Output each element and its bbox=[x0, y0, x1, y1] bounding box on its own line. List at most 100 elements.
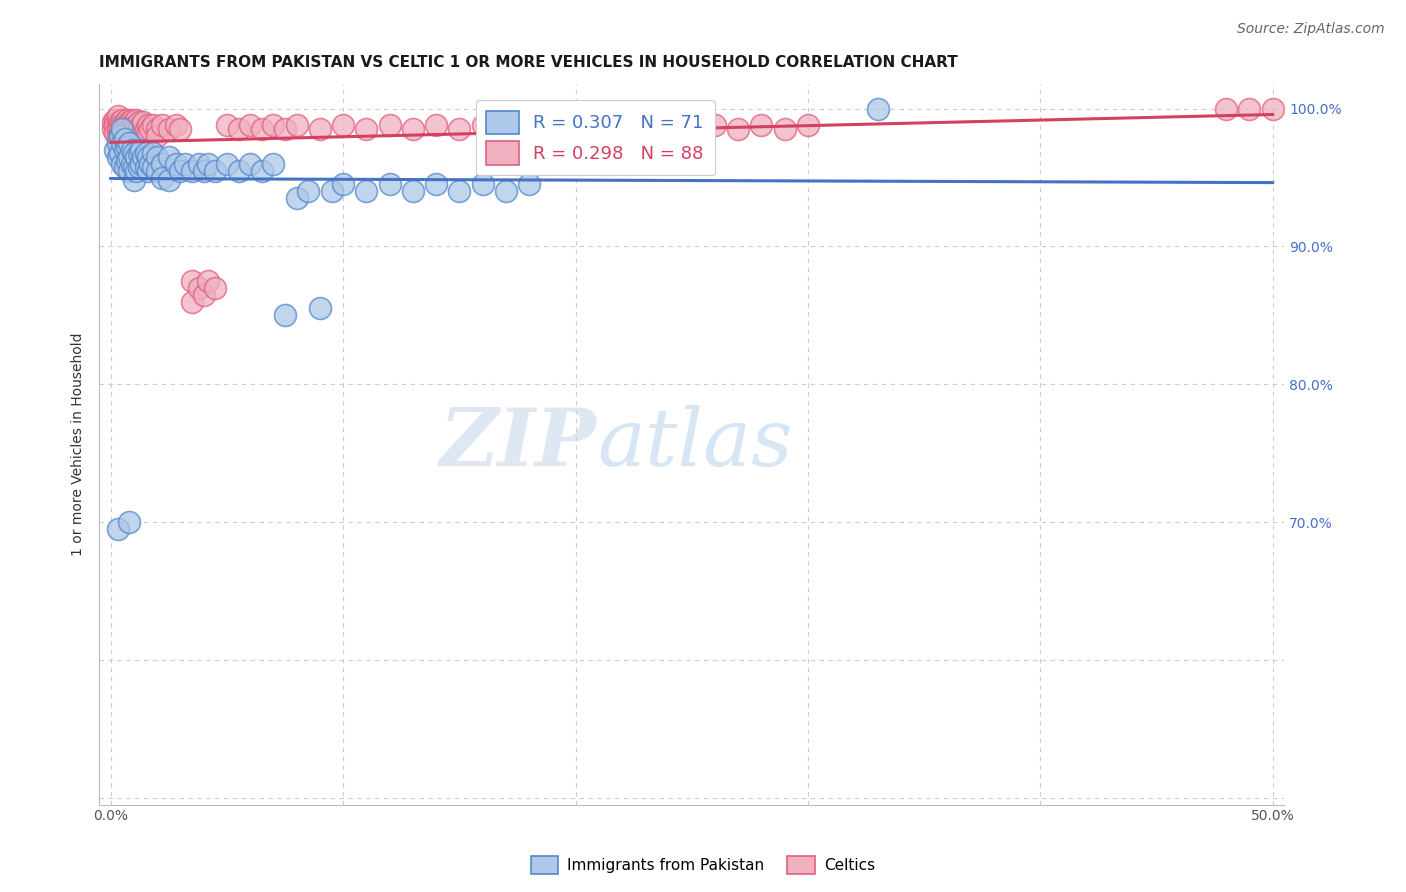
Point bbox=[129, 143, 152, 157]
Point bbox=[773, 122, 796, 136]
Point bbox=[193, 163, 215, 178]
Point bbox=[425, 178, 447, 192]
Point bbox=[136, 127, 159, 141]
Point bbox=[136, 150, 159, 164]
Point bbox=[495, 122, 517, 136]
Point bbox=[115, 153, 138, 168]
Point bbox=[150, 118, 173, 132]
Point bbox=[142, 160, 165, 174]
Point bbox=[471, 118, 494, 132]
Point bbox=[132, 115, 155, 129]
Point bbox=[797, 118, 820, 132]
Point bbox=[114, 143, 136, 157]
Point bbox=[111, 157, 134, 171]
Point bbox=[188, 281, 211, 295]
Point bbox=[118, 150, 141, 164]
Point bbox=[108, 115, 131, 129]
Point bbox=[541, 122, 564, 136]
Point bbox=[104, 118, 127, 132]
Point bbox=[239, 118, 262, 132]
Point bbox=[517, 118, 540, 132]
Point bbox=[135, 145, 157, 160]
Point bbox=[122, 160, 145, 174]
Point bbox=[402, 122, 425, 136]
Point bbox=[215, 118, 238, 132]
Point bbox=[274, 309, 297, 323]
Point bbox=[114, 115, 136, 129]
Point bbox=[139, 157, 162, 171]
Point bbox=[704, 118, 727, 132]
Point bbox=[125, 150, 148, 164]
Point bbox=[108, 129, 131, 144]
Point bbox=[135, 122, 157, 136]
Point bbox=[122, 173, 145, 187]
Point bbox=[309, 301, 332, 316]
Point bbox=[115, 127, 138, 141]
Point bbox=[657, 118, 679, 132]
Point bbox=[122, 145, 145, 160]
Point bbox=[101, 122, 124, 136]
Point bbox=[193, 287, 215, 301]
Point bbox=[128, 115, 150, 129]
Point bbox=[332, 118, 354, 132]
Point bbox=[104, 143, 127, 157]
Point bbox=[564, 118, 586, 132]
Point bbox=[107, 122, 129, 136]
Point bbox=[495, 184, 517, 198]
Point bbox=[107, 522, 129, 536]
Point bbox=[188, 157, 211, 171]
Text: atlas: atlas bbox=[598, 406, 792, 483]
Point bbox=[197, 157, 219, 171]
Point bbox=[250, 163, 273, 178]
Point bbox=[129, 127, 152, 141]
Point bbox=[181, 274, 204, 288]
Point bbox=[449, 122, 471, 136]
Point bbox=[146, 122, 169, 136]
Point bbox=[142, 145, 165, 160]
Point bbox=[125, 118, 148, 132]
Point bbox=[1239, 102, 1261, 116]
Point bbox=[129, 157, 152, 171]
Point bbox=[107, 129, 129, 144]
Point bbox=[197, 274, 219, 288]
Point bbox=[115, 132, 138, 146]
Point bbox=[107, 136, 129, 150]
Point bbox=[471, 178, 494, 192]
Point bbox=[425, 118, 447, 132]
Point bbox=[118, 163, 141, 178]
Point bbox=[402, 184, 425, 198]
Point bbox=[146, 129, 169, 144]
Point bbox=[727, 122, 749, 136]
Point bbox=[588, 122, 610, 136]
Point bbox=[1215, 102, 1237, 116]
Point bbox=[517, 178, 540, 192]
Point bbox=[114, 132, 136, 146]
Point bbox=[111, 127, 134, 141]
Point bbox=[321, 184, 343, 198]
Point bbox=[146, 150, 169, 164]
Point bbox=[262, 157, 284, 171]
Point bbox=[169, 163, 191, 178]
Point bbox=[115, 112, 138, 127]
Point bbox=[121, 118, 143, 132]
Point bbox=[285, 191, 308, 205]
Point bbox=[128, 122, 150, 136]
Point bbox=[356, 122, 378, 136]
Point bbox=[378, 178, 401, 192]
Point bbox=[250, 122, 273, 136]
Point bbox=[146, 163, 169, 178]
Point bbox=[181, 294, 204, 309]
Point bbox=[125, 112, 148, 127]
Point bbox=[111, 136, 134, 150]
Point bbox=[681, 122, 703, 136]
Point bbox=[866, 102, 889, 116]
Point bbox=[122, 129, 145, 144]
Point bbox=[169, 122, 191, 136]
Point bbox=[101, 115, 124, 129]
Y-axis label: 1 or more Vehicles in Household: 1 or more Vehicles in Household bbox=[72, 333, 86, 556]
Point bbox=[122, 122, 145, 136]
Point bbox=[118, 136, 141, 150]
Point bbox=[118, 122, 141, 136]
Point bbox=[610, 118, 633, 132]
Point bbox=[108, 145, 131, 160]
